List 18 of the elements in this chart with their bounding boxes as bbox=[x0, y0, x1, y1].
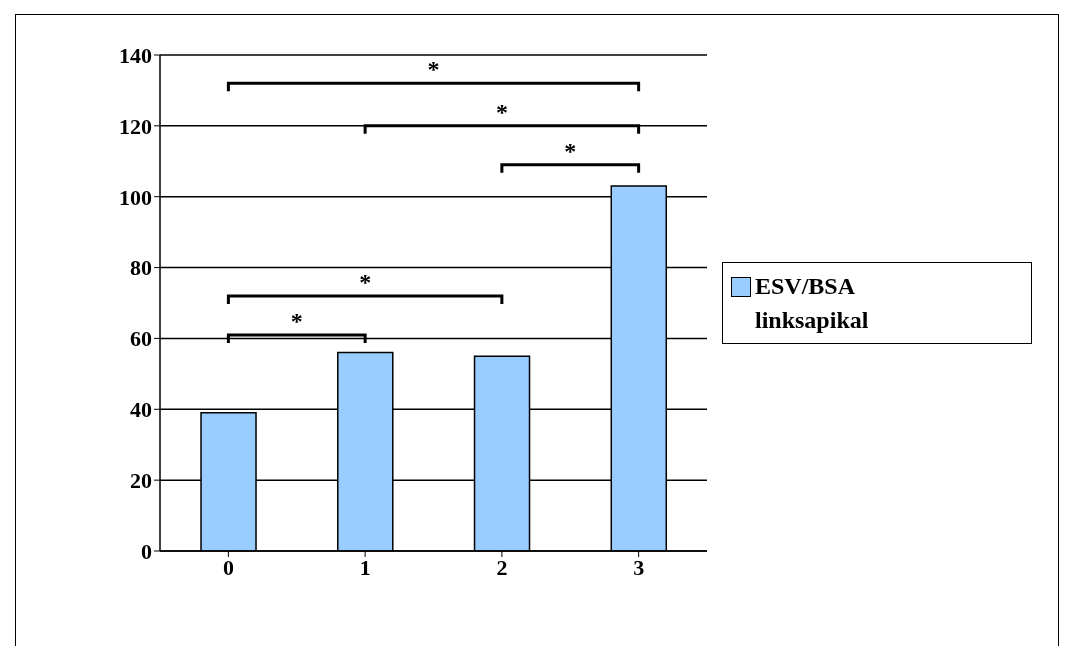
x-tick-label: 0 bbox=[222, 554, 234, 580]
y-tick-label: 0 bbox=[141, 538, 152, 564]
x-tick-label: 2 bbox=[496, 554, 508, 580]
y-tick-label: 100 bbox=[119, 184, 152, 210]
y-tick-label: 20 bbox=[130, 467, 152, 493]
annotation: * bbox=[359, 268, 372, 295]
x-tick-label: 3 bbox=[633, 554, 645, 580]
annotation: * bbox=[564, 137, 577, 164]
y-tick-label: 40 bbox=[130, 397, 152, 423]
y-tick-label: 120 bbox=[119, 113, 152, 139]
legend-label: ESV/BSA linksapikal bbox=[755, 272, 870, 335]
annotation: * bbox=[290, 307, 303, 334]
annotation: * bbox=[495, 98, 508, 125]
y-tick-label: 60 bbox=[130, 326, 152, 352]
y-tick-label: 80 bbox=[130, 255, 152, 281]
y-tick-label: 140 bbox=[119, 42, 152, 68]
annotation: * bbox=[427, 56, 440, 83]
x-tick-label: 1 bbox=[359, 554, 371, 580]
